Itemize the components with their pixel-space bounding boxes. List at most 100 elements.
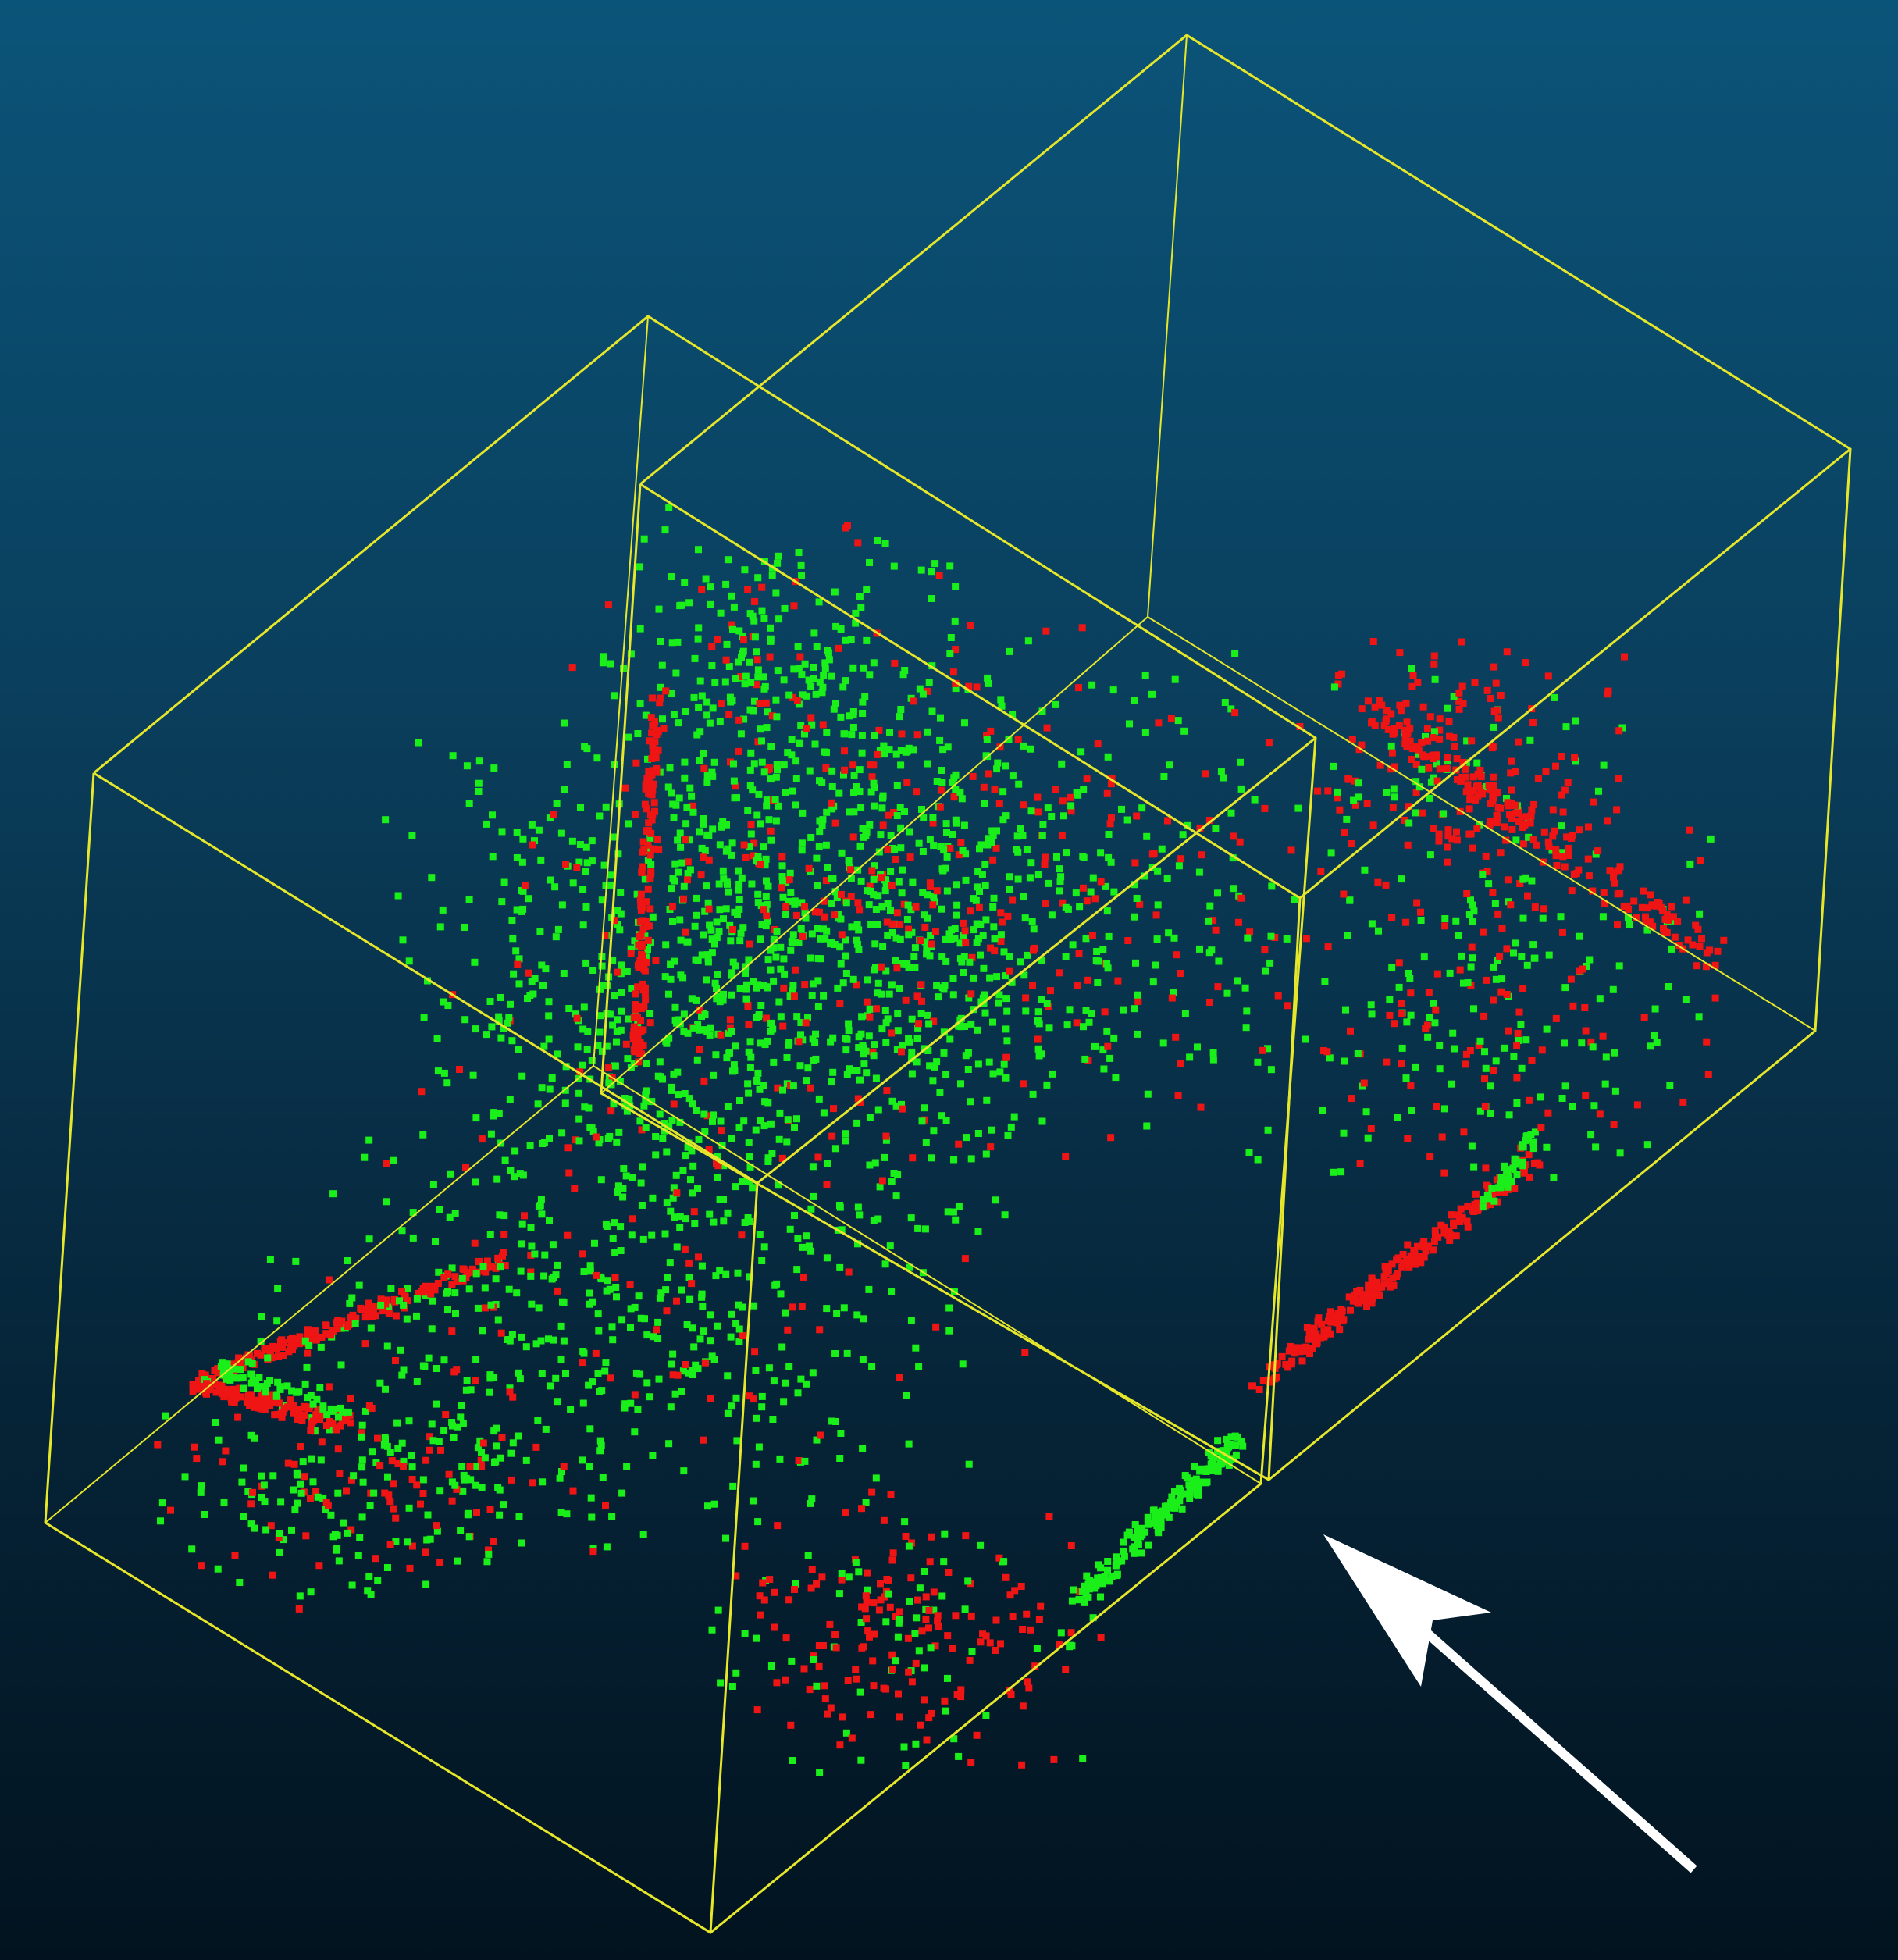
point <box>1345 1293 1353 1301</box>
point <box>701 907 709 915</box>
point <box>838 890 845 898</box>
point <box>854 1240 861 1248</box>
point <box>689 1100 696 1108</box>
point <box>509 1439 517 1447</box>
point <box>888 1288 896 1295</box>
point <box>1083 897 1091 905</box>
point <box>381 1489 389 1497</box>
point <box>546 814 554 822</box>
point <box>516 1170 524 1178</box>
point <box>1449 1029 1457 1037</box>
point <box>838 1570 846 1577</box>
point <box>617 1026 625 1034</box>
point <box>858 1013 866 1021</box>
point <box>269 1472 277 1480</box>
point <box>921 1664 928 1672</box>
point <box>596 1447 604 1455</box>
point <box>914 1224 922 1232</box>
point <box>706 921 714 929</box>
point <box>798 899 806 907</box>
point <box>952 679 960 687</box>
point <box>193 1455 201 1463</box>
point <box>290 1460 298 1468</box>
point <box>531 1250 539 1258</box>
point <box>1474 771 1482 778</box>
point <box>728 1402 735 1410</box>
point <box>435 1438 443 1445</box>
point <box>471 1239 479 1247</box>
point <box>647 861 655 868</box>
point <box>653 731 661 739</box>
point <box>606 1010 614 1018</box>
point <box>782 903 790 911</box>
point <box>782 1379 789 1387</box>
point <box>581 743 589 750</box>
point <box>986 974 994 982</box>
point <box>754 1069 762 1077</box>
point <box>1508 825 1516 833</box>
point <box>753 1414 760 1422</box>
point <box>365 1573 373 1580</box>
point <box>659 715 666 723</box>
point <box>888 1556 896 1564</box>
point <box>458 1463 466 1470</box>
point <box>1686 826 1693 834</box>
point <box>1531 903 1539 911</box>
point <box>1149 978 1157 986</box>
point <box>493 1442 500 1450</box>
point <box>614 1188 621 1196</box>
point <box>1120 1538 1127 1546</box>
point <box>297 1480 304 1488</box>
point <box>607 1107 615 1115</box>
point <box>358 1421 366 1429</box>
point <box>1075 1596 1083 1604</box>
point <box>867 1711 874 1719</box>
point <box>365 1299 372 1307</box>
point <box>780 676 788 684</box>
point <box>384 1564 391 1571</box>
point <box>1324 787 1332 795</box>
point <box>934 1612 942 1620</box>
point <box>979 1630 986 1638</box>
point <box>1505 811 1513 818</box>
point <box>1083 1572 1091 1580</box>
point <box>762 699 770 707</box>
point <box>1508 814 1515 822</box>
point <box>842 1509 849 1516</box>
point <box>1237 1438 1245 1445</box>
point <box>1191 1479 1199 1487</box>
point <box>429 1297 436 1305</box>
point <box>868 773 876 781</box>
point <box>1407 989 1415 997</box>
point <box>764 917 771 925</box>
point <box>753 1634 760 1642</box>
point <box>841 747 848 755</box>
point <box>831 1145 839 1153</box>
point <box>937 786 945 794</box>
point <box>1021 1349 1029 1356</box>
point <box>864 976 871 984</box>
point <box>983 736 991 743</box>
point <box>713 995 721 1003</box>
point <box>962 939 970 946</box>
point <box>1217 768 1225 775</box>
point <box>1355 793 1362 801</box>
point <box>1104 964 1112 972</box>
point <box>860 664 867 672</box>
point <box>668 903 676 911</box>
point <box>1464 1223 1472 1231</box>
point <box>646 875 654 882</box>
point <box>1030 925 1038 933</box>
point <box>609 1235 617 1242</box>
point <box>668 885 675 893</box>
point <box>454 1278 461 1285</box>
point <box>1112 1074 1120 1082</box>
point <box>591 1239 598 1247</box>
point <box>1017 825 1024 832</box>
point <box>507 1167 515 1174</box>
point <box>261 1345 269 1352</box>
point <box>966 1656 974 1664</box>
point <box>775 998 783 1006</box>
